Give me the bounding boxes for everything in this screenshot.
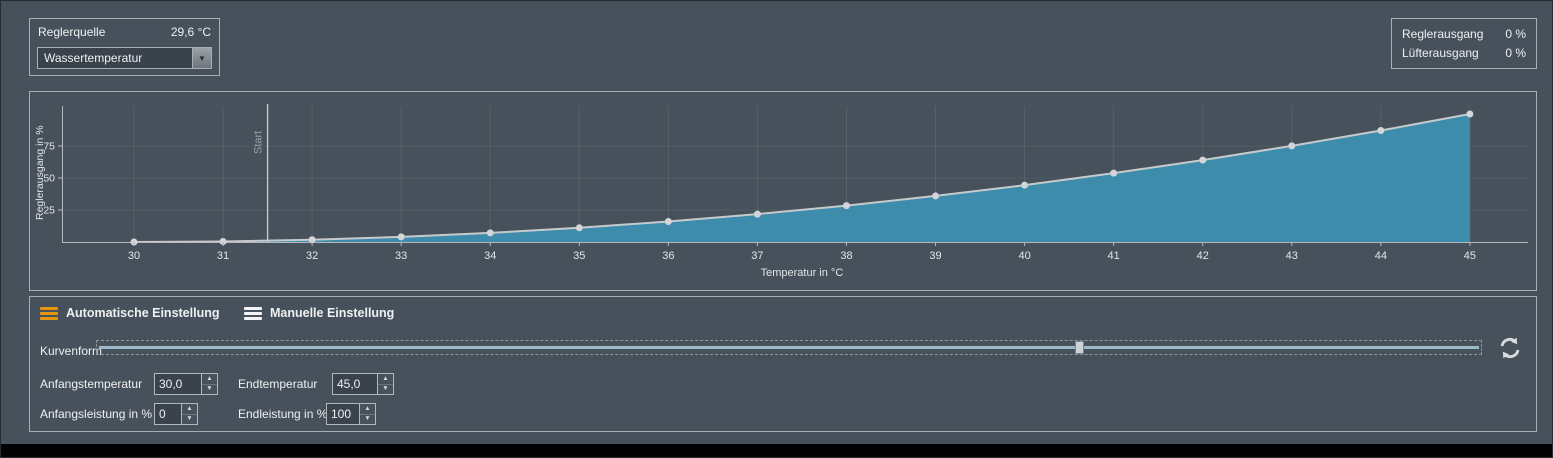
svg-text:39: 39 [929, 250, 941, 262]
menu-icon [244, 306, 262, 320]
curve-chart-panel: Start 25 50 75 30 31 32 33 34 35 36 37 38 39 40 41 42 43 4… [29, 91, 1537, 291]
controller-output-label: Reglerausgang [1402, 27, 1484, 41]
temperature-curve-chart[interactable]: Start 25 50 75 30 31 32 33 34 35 36 37 38 39 40 41 42 43 4… [30, 92, 1536, 290]
curve-slider-handle[interactable] [1074, 341, 1084, 354]
tab-automatic-label: Automatische Einstellung [66, 306, 220, 320]
stepper-up-icon[interactable]: ▲ [182, 404, 197, 415]
curve-shape-slider[interactable] [96, 340, 1482, 355]
tab-automatic-setting[interactable]: Automatische Einstellung [40, 306, 220, 320]
fan-output-row: Lüfterausgang 0 % [1402, 46, 1526, 60]
tab-manual-label: Manuelle Einstellung [270, 306, 395, 320]
svg-text:Start: Start [253, 131, 265, 154]
end-power-stepper[interactable]: 100 ▲ ▼ [326, 403, 376, 425]
start-temperature-value[interactable]: 30,0 [159, 377, 183, 391]
stepper-up-icon[interactable]: ▲ [202, 374, 217, 385]
svg-text:43: 43 [1286, 250, 1298, 262]
end-power-value[interactable]: 100 [331, 407, 352, 421]
stepper-down-icon[interactable]: ▼ [360, 414, 375, 424]
stepper-down-icon[interactable]: ▼ [202, 384, 217, 394]
stepper-down-icon[interactable]: ▼ [378, 384, 393, 394]
end-temperature-value[interactable]: 45,0 [337, 377, 361, 391]
svg-text:Temperatur in °C: Temperatur in °C [761, 267, 844, 279]
source-label: Reglerquelle [38, 25, 106, 39]
svg-text:30: 30 [128, 250, 140, 262]
stepper-buttons: ▲ ▼ [181, 404, 197, 424]
svg-text:32: 32 [306, 250, 318, 262]
stepper-up-icon[interactable]: ▲ [360, 404, 375, 415]
svg-text:35: 35 [573, 250, 585, 262]
stepper-buttons: ▲ ▼ [377, 374, 393, 394]
tab-manual-setting[interactable]: Manuelle Einstellung [244, 306, 394, 320]
start-power-label: Anfangsleistung in % [40, 407, 153, 421]
svg-text:40: 40 [1018, 250, 1030, 262]
start-temperature-label: Anfangstemperatur [40, 377, 143, 391]
svg-text:50: 50 [43, 173, 55, 185]
fan-output-label: Lüfterausgang [1402, 46, 1479, 60]
curve-shape-label: Kurvenform [40, 344, 103, 358]
svg-text:37: 37 [751, 250, 763, 262]
svg-text:42: 42 [1197, 250, 1209, 262]
svg-text:33: 33 [395, 250, 407, 262]
svg-text:41: 41 [1108, 250, 1120, 262]
fan-output-value: 0 % [1505, 46, 1526, 60]
svg-text:45: 45 [1464, 250, 1476, 262]
source-temperature-value: 29,6 °C [170, 25, 211, 39]
svg-text:Reglerausgang in %: Reglerausgang in % [34, 125, 46, 220]
svg-text:31: 31 [217, 250, 229, 262]
chevron-down-icon[interactable]: ▼ [192, 48, 211, 68]
end-temperature-stepper[interactable]: 45,0 ▲ ▼ [332, 373, 394, 395]
svg-text:34: 34 [484, 250, 496, 262]
controller-output-value: 0 % [1505, 27, 1526, 41]
svg-text:44: 44 [1375, 250, 1387, 262]
refresh-button[interactable] [1496, 334, 1524, 362]
stepper-down-icon[interactable]: ▼ [182, 414, 197, 424]
svg-text:25: 25 [43, 205, 55, 217]
stepper-buttons: ▲ ▼ [201, 374, 217, 394]
settings-panel: Automatische Einstellung Manuelle Einste… [29, 296, 1537, 432]
controller-output-row: Reglerausgang 0 % [1402, 27, 1526, 41]
menu-icon [40, 306, 58, 320]
refresh-icon [1500, 337, 1520, 359]
taskbar-strip [1, 444, 1552, 457]
output-panel: Reglerausgang 0 % Lüfterausgang 0 % [1391, 18, 1537, 69]
end-temperature-label: Endtemperatur [238, 377, 318, 391]
svg-text:75: 75 [43, 141, 55, 153]
svg-text:38: 38 [840, 250, 852, 262]
stepper-buttons: ▲ ▼ [359, 404, 375, 424]
svg-text:36: 36 [662, 250, 674, 262]
start-power-stepper[interactable]: 0 ▲ ▼ [154, 403, 198, 425]
end-power-label: Endleistung in % [238, 407, 328, 421]
curve-slider-track[interactable] [99, 346, 1479, 349]
stepper-up-icon[interactable]: ▲ [378, 374, 393, 385]
controller-source-panel: Reglerquelle 29,6 °C Wassertemperatur ▼ [29, 18, 220, 76]
source-dropdown[interactable]: Wassertemperatur ▼ [37, 47, 212, 69]
start-temperature-stepper[interactable]: 30,0 ▲ ▼ [154, 373, 218, 395]
start-power-value[interactable]: 0 [159, 407, 166, 421]
source-dropdown-value: Wassertemperatur [44, 51, 143, 65]
